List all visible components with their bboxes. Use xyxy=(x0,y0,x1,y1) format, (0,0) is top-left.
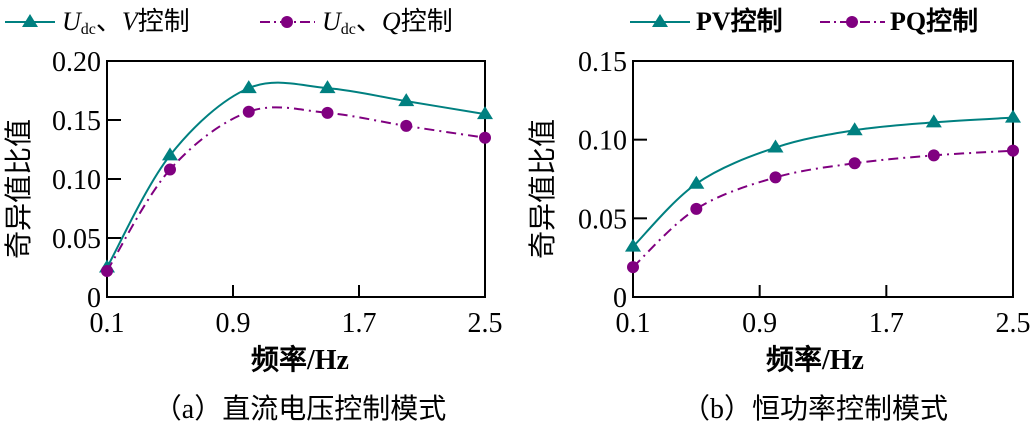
y-axis-label: 奇异值比值 xyxy=(3,119,35,259)
y-tick-label: 0.15 xyxy=(52,106,101,137)
data-point-circle xyxy=(321,106,334,119)
x-axis-label: 频率/Hz xyxy=(766,343,864,376)
y-tick-label: 0.10 xyxy=(52,165,101,196)
legend-a: Udc、V控制 Udc、Q控制 xyxy=(5,7,453,38)
data-point-circle xyxy=(690,202,703,215)
data-point-triangle xyxy=(240,80,257,94)
x-tick-label: 1.7 xyxy=(342,308,377,339)
data-point-triangle xyxy=(767,139,784,153)
series-line-1 xyxy=(106,81,486,268)
data-point-triangle xyxy=(1005,109,1021,123)
data-point-triangle xyxy=(319,80,336,94)
chart-caption: （b）恒功率控制模式 xyxy=(682,393,948,425)
legend-label-4: PQ控制 xyxy=(890,7,978,36)
data-point-circle xyxy=(927,149,940,162)
data-point-circle xyxy=(164,163,176,176)
data-point-circle xyxy=(101,265,113,278)
legend-b: PV控制 PQ控制 xyxy=(630,7,978,36)
x-tick-label: 0.9 xyxy=(742,308,777,339)
x-tick-label: 2.5 xyxy=(468,308,503,339)
y-tick-label: 0.20 xyxy=(52,47,101,78)
data-point-circle xyxy=(848,157,861,170)
y-tick-label: 0.05 xyxy=(578,204,627,235)
data-point-circle xyxy=(400,119,413,132)
x-tick-label: 0.9 xyxy=(216,308,251,339)
data-point-triangle xyxy=(162,147,178,161)
y-tick-label: 0.05 xyxy=(52,224,101,255)
chart-caption: （a）直流电压控制模式 xyxy=(154,393,446,425)
y-axis-label: 奇异值比值 xyxy=(527,119,559,259)
y-tick-label: 0.15 xyxy=(578,47,627,78)
x-tick-label: 0.1 xyxy=(616,308,651,339)
data-point-triangle xyxy=(846,122,863,136)
y-tick-label: 0 xyxy=(87,283,101,314)
x-tick-label: 0.1 xyxy=(90,308,125,339)
legend-triangle-marker xyxy=(22,14,38,27)
series-line-2 xyxy=(632,149,1014,268)
legend-circle-marker xyxy=(846,16,858,28)
legend-label-1: Udc、V控制 xyxy=(62,7,190,38)
legend-circle-marker xyxy=(281,16,293,28)
data-point-circle xyxy=(479,131,491,144)
data-point-triangle xyxy=(925,114,942,128)
y-tick-label: 0 xyxy=(613,283,627,314)
legend-triangle-marker xyxy=(652,14,668,27)
y-tick-label: 0.10 xyxy=(578,126,627,157)
data-point-circle xyxy=(627,261,639,274)
series-line-1 xyxy=(632,116,1014,248)
plot-frame xyxy=(632,60,1014,298)
x-tick-label: 2.5 xyxy=(996,308,1031,339)
legend-label-2: Udc、Q控制 xyxy=(322,7,453,38)
x-tick-label: 1.7 xyxy=(869,308,904,339)
data-point-circle xyxy=(1007,144,1019,157)
data-point-triangle xyxy=(398,93,415,107)
data-point-circle xyxy=(242,105,255,118)
series-line-2 xyxy=(106,106,486,272)
data-point-circle xyxy=(769,171,782,184)
plot-frame xyxy=(106,60,486,298)
legend-label-3: PV控制 xyxy=(696,7,783,36)
data-point-triangle xyxy=(625,238,641,252)
data-point-triangle xyxy=(688,175,705,189)
data-point-triangle xyxy=(477,106,493,120)
x-axis-label: 频率/Hz xyxy=(251,343,349,376)
